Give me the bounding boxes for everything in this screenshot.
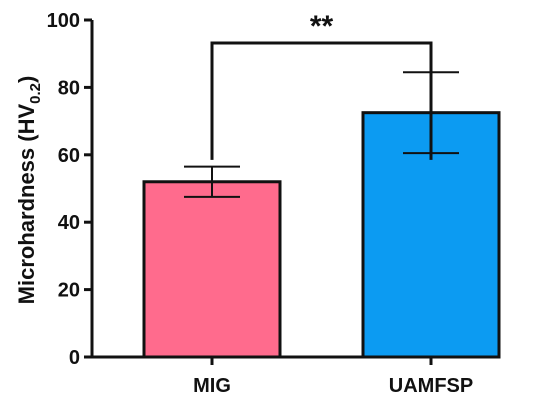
bars-layer — [142, 111, 501, 359]
y-axis-label-close: ) — [14, 76, 39, 83]
x-labels-layer: MIG UAMFSP — [193, 375, 473, 397]
y-axis-label-subscript: 0.2 — [27, 83, 44, 104]
bar-mig — [142, 180, 282, 359]
x-category-label-uamfsp: UAMFSP — [389, 375, 473, 397]
y-tick-label-80: 80 — [58, 77, 80, 99]
y-tick-label-40: 40 — [58, 212, 80, 234]
y-axis-label-group: Microhardness (HV0.2) — [14, 76, 44, 305]
y-tick-label-0: 0 — [69, 347, 80, 369]
x-category-label-mig: MIG — [193, 375, 231, 397]
significance-bracket — [210, 41, 433, 160]
y-tick-label-100: 100 — [47, 10, 80, 32]
y-ticks-layer: 0 20 40 60 80 100 — [47, 10, 92, 369]
significance-label: ** — [310, 10, 334, 43]
y-tick-label-60: 60 — [58, 145, 80, 167]
axes-layer — [90, 20, 486, 365]
y-axis-label: Microhardness (HV0.2) — [14, 76, 44, 305]
y-axis-label-main: Microhardness (HV — [14, 104, 39, 305]
significance-layer: ** — [210, 10, 433, 160]
y-tick-label-20: 20 — [58, 280, 80, 302]
